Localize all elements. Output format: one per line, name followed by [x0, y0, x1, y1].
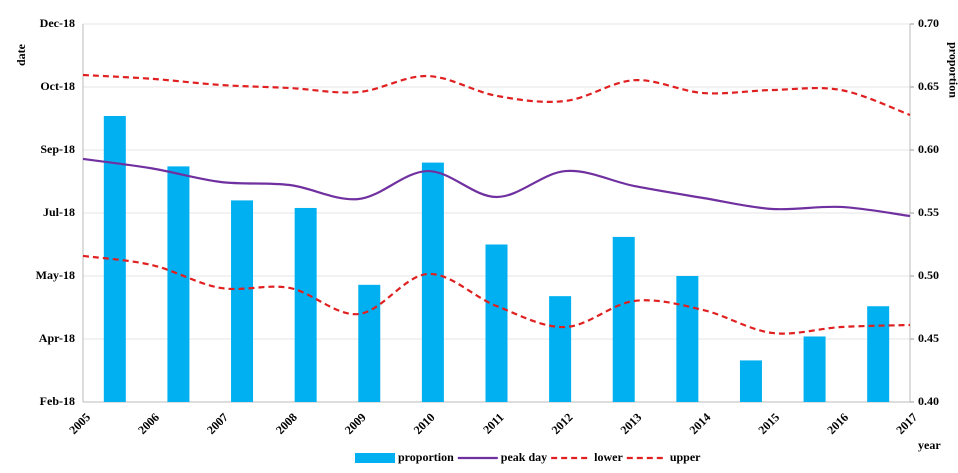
x-tick-label: 2017	[893, 410, 920, 437]
y-axis-title: date	[14, 43, 28, 66]
x-tick-label: 2006	[135, 410, 162, 437]
bar	[294, 207, 317, 402]
bar	[612, 236, 635, 402]
x-tick-label: 2011	[480, 410, 506, 436]
bar	[231, 200, 254, 402]
line	[82, 157, 911, 218]
x-tick-label: 2005	[66, 410, 93, 437]
bar	[803, 336, 826, 402]
line	[82, 254, 911, 335]
bar	[358, 284, 381, 402]
y-tick-label: Oct-18	[40, 79, 75, 93]
y2-tick-label: 0.55	[918, 205, 939, 219]
legend-label: proportion	[398, 450, 454, 464]
x-tick-label: 2015	[755, 410, 782, 437]
bar	[549, 296, 572, 402]
y2-tick-label: 0.60	[918, 142, 939, 156]
y-tick-label: Dec-18	[40, 16, 75, 30]
y2-axis-title: proportion	[946, 42, 958, 98]
legend-label: peak day	[501, 450, 547, 464]
y2-tick-label: 0.45	[918, 331, 939, 345]
y-tick-label: Feb-18	[40, 394, 75, 408]
bar	[485, 244, 508, 402]
bar	[167, 166, 190, 402]
y2-tick-label: 0.50	[918, 268, 939, 282]
legend-swatch	[355, 453, 395, 463]
x-tick-label: 2016	[824, 410, 851, 437]
x-tick-label: 2010	[411, 410, 438, 437]
x-axis-title: year	[918, 438, 941, 452]
y2-tick-label: 0.40	[918, 394, 939, 408]
x-tick-label: 2009	[342, 410, 369, 437]
bar	[421, 162, 444, 402]
x-tick-label: 2007	[204, 410, 231, 437]
x-tick-label: 2012	[549, 410, 576, 437]
y-tick-label: May-18	[36, 268, 75, 282]
line	[82, 73, 911, 117]
bar	[676, 276, 699, 402]
bar	[867, 306, 890, 402]
y2-tick-label: 0.65	[918, 79, 939, 93]
x-tick-label: 2014	[686, 410, 713, 437]
legend-label: upper	[670, 450, 701, 464]
x-tick-label: 2013	[618, 410, 645, 437]
y-tick-label: Jul-18	[43, 205, 75, 219]
y-tick-label: Apr-18	[39, 331, 75, 345]
y-tick-label: Sep-18	[40, 142, 75, 156]
bar	[739, 360, 762, 402]
y2-tick-label: 0.70	[918, 16, 939, 30]
x-tick-label: 2008	[273, 410, 300, 437]
legend-label: lower	[594, 450, 623, 464]
